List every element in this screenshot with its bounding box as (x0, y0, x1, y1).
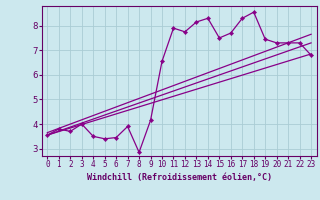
X-axis label: Windchill (Refroidissement éolien,°C): Windchill (Refroidissement éolien,°C) (87, 173, 272, 182)
